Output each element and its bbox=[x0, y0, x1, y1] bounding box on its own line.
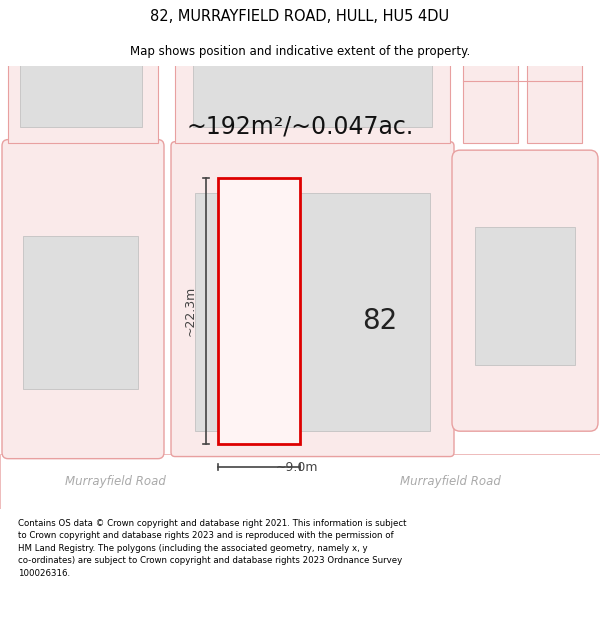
Text: Contains OS data © Crown copyright and database right 2021. This information is : Contains OS data © Crown copyright and d… bbox=[18, 519, 407, 578]
Bar bbox=[23, 236, 138, 389]
Text: Map shows position and indicative extent of the property.: Map shows position and indicative extent… bbox=[130, 45, 470, 58]
Text: Murrayfield Road: Murrayfield Road bbox=[400, 476, 500, 488]
Bar bbox=[463, 26, 518, 142]
Bar bbox=[475, 228, 575, 364]
Bar bbox=[527, 26, 582, 142]
Bar bbox=[195, 194, 430, 431]
Text: ~9.0m: ~9.0m bbox=[276, 461, 318, 474]
FancyBboxPatch shape bbox=[2, 139, 164, 459]
Bar bbox=[193, 42, 432, 127]
FancyBboxPatch shape bbox=[452, 150, 598, 431]
Text: 82, MURRAYFIELD ROAD, HULL, HU5 4DU: 82, MURRAYFIELD ROAD, HULL, HU5 4DU bbox=[151, 9, 449, 24]
Text: Murrayfield Road: Murrayfield Road bbox=[65, 476, 166, 488]
Bar bbox=[218, 177, 300, 444]
Bar bbox=[8, 26, 158, 142]
FancyBboxPatch shape bbox=[171, 142, 454, 456]
Bar bbox=[175, 26, 450, 142]
Text: ~22.3m: ~22.3m bbox=[184, 286, 197, 336]
Bar bbox=[20, 42, 142, 127]
Bar bbox=[0, 454, 600, 509]
Text: 82: 82 bbox=[362, 308, 398, 335]
Text: ~192m²/~0.047ac.: ~192m²/~0.047ac. bbox=[187, 115, 413, 139]
